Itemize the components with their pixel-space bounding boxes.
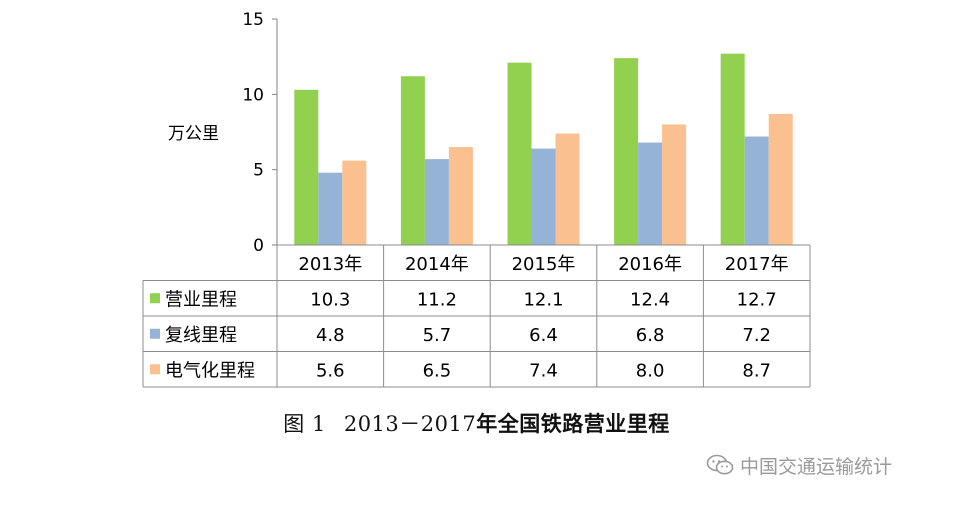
watermark: 中国交通运输统计 bbox=[706, 452, 892, 478]
bar bbox=[294, 89, 319, 246]
bar bbox=[318, 172, 343, 245]
data-label: 4.8 bbox=[316, 325, 345, 346]
legend-swatch bbox=[150, 328, 160, 339]
category-label: 2015年 bbox=[512, 254, 576, 275]
data-label: 6.5 bbox=[423, 360, 452, 381]
figure-number: 图 1 bbox=[283, 412, 326, 436]
data-label: 8.7 bbox=[742, 360, 771, 381]
category-label: 2016年 bbox=[618, 254, 682, 275]
watermark-text: 中国交通运输统计 bbox=[740, 455, 893, 478]
figure-caption: 图 1 2013－2017年全国铁路营业里程 bbox=[0, 408, 953, 438]
y-tick-label: 5 bbox=[253, 161, 264, 181]
bar bbox=[342, 160, 367, 245]
category-label: 2014年 bbox=[405, 254, 469, 275]
caption-years: 2013－2017 bbox=[343, 412, 477, 436]
bar bbox=[768, 113, 793, 245]
data-label: 12.4 bbox=[630, 289, 670, 310]
data-label: 6.4 bbox=[529, 325, 558, 346]
data-label: 10.3 bbox=[310, 289, 350, 310]
data-label: 7.2 bbox=[742, 325, 771, 346]
bar bbox=[744, 136, 769, 245]
data-label: 8.0 bbox=[636, 360, 665, 381]
bar bbox=[720, 53, 745, 245]
data-label: 6.8 bbox=[636, 325, 665, 346]
caption-title: 年全国铁路营业里程 bbox=[476, 411, 670, 436]
bar bbox=[614, 58, 639, 245]
bar bbox=[448, 147, 473, 245]
bar bbox=[400, 76, 425, 246]
bars bbox=[294, 53, 793, 246]
data-label: 11.2 bbox=[417, 289, 457, 310]
series-label: 电气化里程 bbox=[165, 360, 255, 381]
bar bbox=[507, 62, 532, 246]
legend-swatch bbox=[150, 293, 160, 304]
bar bbox=[424, 159, 449, 245]
bar bbox=[555, 133, 580, 245]
wechat-icon bbox=[706, 454, 734, 475]
bar bbox=[662, 124, 687, 245]
bar bbox=[531, 148, 556, 245]
y-tick-label: 10 bbox=[242, 85, 264, 105]
bar bbox=[638, 142, 663, 245]
y-tick-label: 15 bbox=[242, 10, 264, 30]
data-label: 7.4 bbox=[529, 360, 558, 381]
series-label: 复线里程 bbox=[165, 325, 237, 346]
category-label: 2013年 bbox=[298, 254, 362, 275]
data-label: 5.7 bbox=[423, 325, 452, 346]
y-tick-label: 0 bbox=[253, 236, 264, 256]
data-label: 12.1 bbox=[523, 289, 563, 310]
category-label: 2017年 bbox=[725, 254, 789, 275]
legend-swatch bbox=[150, 364, 160, 375]
y-axis: 0 5 10 15 bbox=[242, 10, 278, 256]
data-label: 5.6 bbox=[316, 360, 345, 381]
series-label: 营业里程 bbox=[165, 289, 237, 310]
data-label: 12.7 bbox=[737, 289, 777, 310]
y-axis-label: 万公里 bbox=[168, 124, 219, 144]
